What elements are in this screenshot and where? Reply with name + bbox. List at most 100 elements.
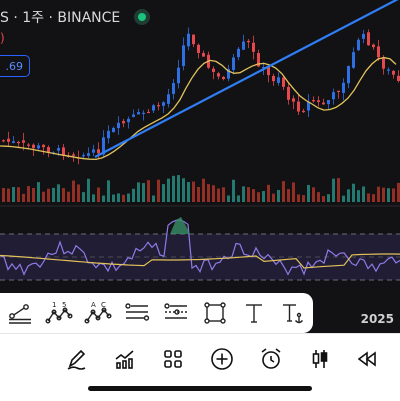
volume-bar — [327, 194, 330, 202]
volume-bars — [2, 175, 400, 202]
candles — [2, 27, 400, 165]
candle — [42, 144, 45, 148]
alarm-clock-icon — [261, 348, 281, 369]
alert-button[interactable] — [256, 344, 286, 374]
trend-line-tool[interactable] — [0, 293, 39, 333]
chart-type-button[interactable] — [305, 344, 335, 374]
rectangle-tool[interactable] — [196, 293, 235, 333]
candle — [97, 149, 100, 154]
volume-bar — [387, 188, 390, 202]
price-tag[interactable]: .69 — [0, 55, 30, 77]
candlestick-icon — [312, 350, 328, 368]
indicators-button[interactable] — [110, 344, 140, 374]
volume-bar — [47, 188, 50, 202]
draw-pen-button[interactable] — [62, 344, 92, 374]
volume-bar — [232, 179, 235, 202]
candle — [117, 122, 120, 129]
wave-15-tool[interactable]: 1 5 — [39, 293, 78, 333]
candle — [137, 112, 140, 115]
volume-bar — [57, 184, 60, 202]
candle — [222, 76, 225, 80]
volume-bar — [367, 193, 370, 202]
volume-bar — [17, 187, 20, 202]
price-change-label: ) — [0, 31, 5, 45]
elliott-wave-icon: 1 5 — [45, 301, 73, 324]
rectangle-icon — [204, 302, 226, 324]
volume-bar — [222, 187, 225, 202]
fib-channel-icon — [164, 303, 188, 319]
volume-bar — [102, 195, 105, 202]
volume-bar — [292, 182, 295, 202]
add-button[interactable] — [207, 344, 237, 374]
volume-bar — [92, 194, 95, 202]
candle — [232, 57, 235, 70]
volume-bar — [197, 186, 200, 202]
candle — [297, 101, 300, 112]
candle — [362, 33, 365, 39]
candle — [357, 39, 360, 51]
anchored-text-tool[interactable] — [274, 293, 313, 333]
candle — [82, 155, 85, 157]
candle — [182, 45, 185, 66]
candle — [242, 41, 245, 50]
volume-bar — [262, 191, 265, 202]
rewind-icon — [357, 351, 376, 367]
candle — [162, 102, 165, 106]
price-chart[interactable] — [0, 0, 400, 333]
volume-bar — [132, 188, 135, 202]
layouts-button[interactable] — [158, 344, 188, 374]
candle — [17, 141, 20, 144]
candle — [347, 65, 350, 84]
volume-bar — [162, 184, 165, 202]
volume-bar — [52, 187, 55, 202]
volume-bar — [312, 187, 315, 202]
candle — [342, 82, 345, 93]
candle — [302, 110, 305, 113]
trend-line[interactable] — [94, 0, 400, 158]
volume-bar — [142, 183, 145, 202]
volume-bar — [212, 185, 215, 202]
candle — [122, 121, 125, 124]
fib-channel-tool[interactable] — [157, 293, 196, 333]
volume-bar — [122, 194, 125, 202]
volume-bar — [97, 187, 100, 202]
volume-bar — [252, 189, 255, 202]
abcd-pattern-icon: A C — [84, 301, 112, 324]
candle — [217, 73, 220, 77]
volume-bar — [272, 193, 275, 202]
volume-bar — [352, 183, 355, 202]
volume-bar — [77, 184, 80, 202]
volume-bar — [137, 182, 140, 202]
volume-bar — [172, 175, 175, 202]
rsi-ma-line — [0, 253, 400, 269]
replay-button[interactable] — [352, 344, 382, 374]
candle — [332, 92, 335, 100]
candle — [22, 140, 25, 143]
pattern-ac-tool[interactable]: A C — [78, 293, 117, 333]
volume-bar — [37, 182, 40, 202]
volume-bar — [242, 186, 245, 202]
volume-bar — [372, 194, 375, 202]
pen-icon — [67, 349, 86, 370]
chart-header: S · 1주 · BINANCE — [0, 6, 151, 28]
volume-bar — [302, 195, 305, 202]
text-tool[interactable] — [235, 293, 274, 333]
volume-bar — [12, 187, 15, 202]
candle — [157, 105, 160, 107]
candle — [7, 138, 10, 142]
volume-bar — [202, 178, 205, 202]
chart-area[interactable]: S · 1주 · BINANCE ) .69 2025 1 5 — [0, 0, 400, 333]
volume-bar — [207, 184, 210, 202]
volume-bar — [182, 178, 185, 202]
candle — [287, 86, 290, 100]
symbol-title[interactable]: S · 1주 · BINANCE — [0, 10, 121, 26]
text-icon — [246, 304, 263, 323]
volume-bar — [357, 190, 360, 202]
svg-text:A: A — [91, 301, 96, 309]
candle — [2, 140, 5, 142]
candle — [127, 118, 130, 123]
moving-average-line — [0, 56, 397, 161]
fib-retracement-tool[interactable] — [117, 293, 156, 333]
volume-bar — [67, 191, 70, 202]
